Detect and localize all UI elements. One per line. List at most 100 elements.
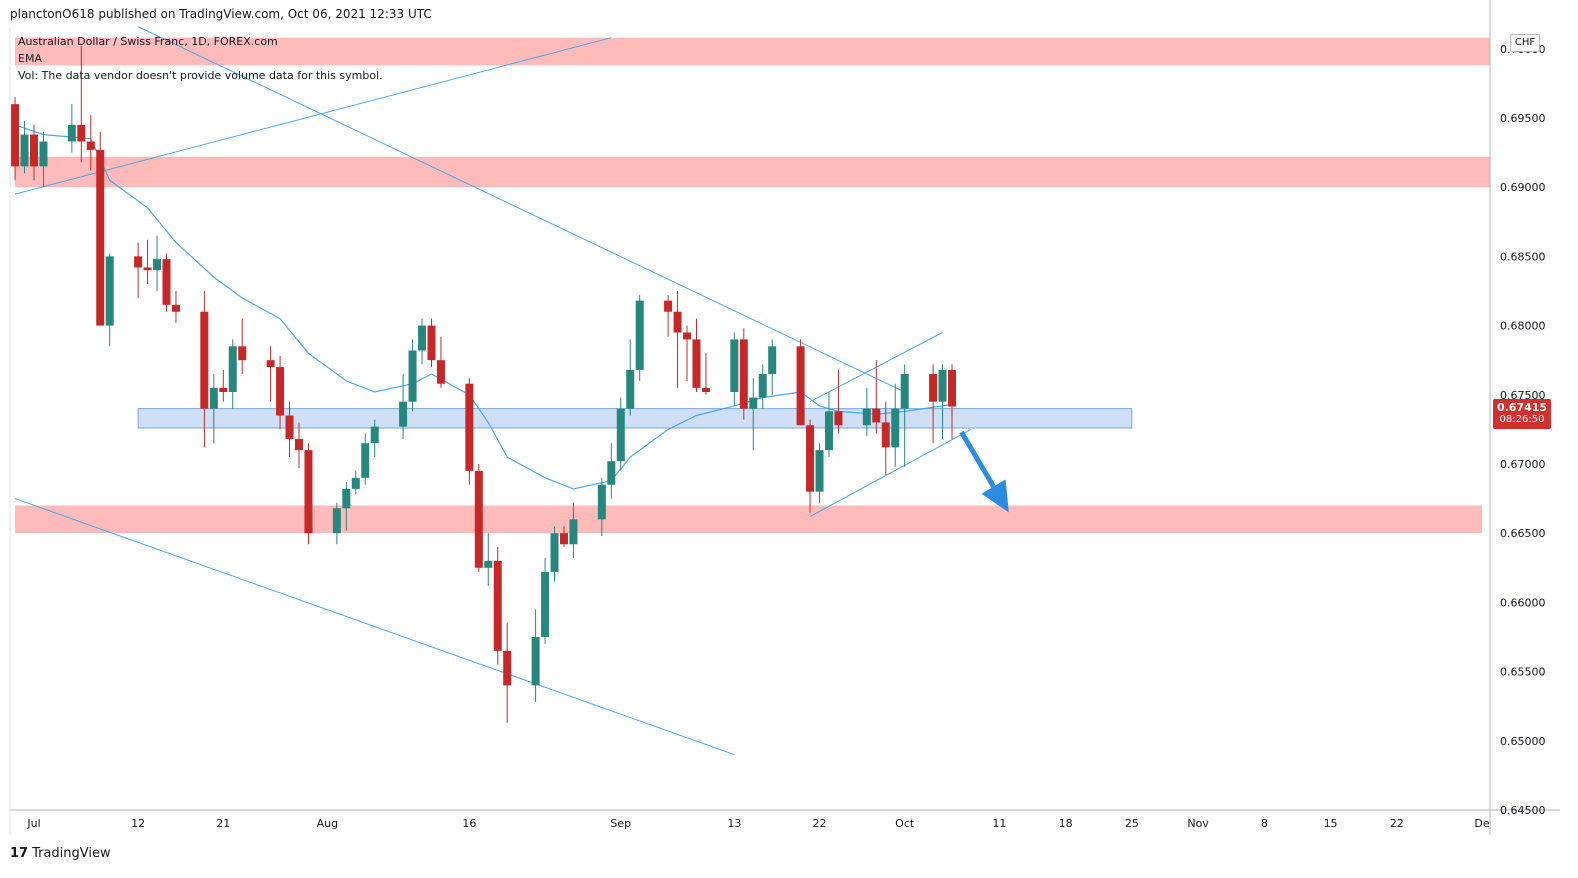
trendline-1[interactable] — [137, 26, 905, 393]
candle-body — [806, 425, 815, 492]
candle-body — [238, 346, 247, 361]
arrow-layer[interactable] — [959, 430, 1009, 513]
candle-body — [361, 443, 370, 478]
candle-body — [635, 300, 644, 370]
price-axis[interactable]: 0.64500 0.65000 0.65500 0.66000 0.66500 0.670… — [1500, 43, 1546, 817]
time-tick-label: 18 — [1059, 817, 1073, 830]
price-tick-label: 0.66500 — [1500, 527, 1546, 540]
candle-body — [891, 408, 900, 448]
candle-body — [219, 387, 228, 393]
candle-body — [569, 519, 578, 545]
candle-body — [285, 415, 294, 440]
candle-body — [304, 450, 313, 534]
candle-body — [105, 256, 114, 326]
time-axis[interactable]: Jul 12 21 Aug 16 Sep 13 22 Oct 11 18 25 Nov 8 15 22 De — [26, 817, 1489, 830]
candle-body — [673, 311, 682, 333]
candle-body — [938, 369, 947, 402]
tradingview-logo[interactable]: 17 TradingView — [10, 846, 111, 861]
time-tick-label: Jul — [26, 817, 40, 830]
price-tick-label: 0.65000 — [1500, 735, 1546, 748]
trendline-0[interactable] — [14, 37, 612, 195]
candle-body — [796, 346, 805, 426]
candle-body — [86, 141, 95, 150]
time-tick-label: 12 — [131, 817, 145, 830]
price-tick-label: 0.68000 — [1500, 320, 1546, 333]
candle-body — [664, 300, 673, 312]
legend-vol: Vol: The data vendor doesn't provide vol… — [18, 69, 383, 82]
candle-body — [67, 124, 76, 142]
time-tick-label: De — [1474, 817, 1489, 830]
candle-body — [11, 104, 20, 167]
candle-body — [143, 267, 152, 271]
candle-body — [493, 560, 502, 651]
candle-body — [607, 461, 616, 485]
trendline-3[interactable] — [809, 428, 972, 518]
resistance-zone-0 — [15, 37, 1490, 66]
candle-body — [758, 374, 767, 398]
candle-body — [929, 374, 938, 402]
candle-body — [948, 369, 957, 407]
candle-body — [550, 533, 559, 572]
candle-body — [872, 408, 881, 423]
candle-body — [436, 360, 445, 384]
currency-label[interactable]: CHF — [1510, 34, 1540, 52]
candle-body — [768, 346, 777, 375]
candle-body — [531, 636, 540, 686]
candle-body — [209, 387, 218, 409]
candle-body — [465, 383, 474, 471]
time-tick-label: Oct — [895, 817, 915, 830]
legend-symbol[interactable]: Australian Dollar / Swiss Franc, 1D, FOR… — [18, 35, 278, 48]
candle-body — [370, 426, 379, 444]
candle-body — [96, 149, 105, 326]
tradingview-logo-icon: 17 — [10, 846, 29, 861]
candle-body — [20, 134, 29, 167]
time-tick-label: 21 — [216, 817, 230, 830]
time-tick-label: 22 — [813, 817, 827, 830]
candle-body — [834, 411, 843, 426]
candle-body — [294, 439, 303, 451]
candle-body — [683, 332, 692, 340]
candle-body — [134, 256, 143, 268]
forecast-arrow-head[interactable] — [981, 479, 1009, 513]
candle-body — [559, 533, 568, 545]
price-tick-label: 0.69000 — [1500, 181, 1546, 194]
candle-body — [399, 401, 408, 427]
time-tick-label: Sep — [610, 817, 631, 830]
price-tick-label: 0.68500 — [1500, 250, 1546, 263]
candle-body — [626, 369, 635, 409]
candle-body — [171, 304, 180, 312]
candle-body — [418, 325, 427, 351]
time-tick-label: Aug — [317, 817, 338, 830]
candle-body — [342, 488, 351, 509]
candle-body — [484, 560, 493, 568]
candle-body — [862, 408, 871, 426]
time-tick-label: 15 — [1324, 817, 1338, 830]
candle-body — [408, 350, 417, 402]
chart-border — [9, 0, 1560, 835]
candle-body — [815, 450, 824, 492]
price-tick-label: 0.64500 — [1500, 804, 1546, 817]
time-tick-label: 8 — [1261, 817, 1268, 830]
price-tick-label: 0.67000 — [1500, 458, 1546, 471]
forecast-arrow-shaft[interactable] — [959, 430, 996, 488]
candle-body — [692, 339, 701, 388]
time-tick-label: 13 — [727, 817, 741, 830]
zones-layer — [15, 37, 1490, 534]
candle-body — [30, 134, 38, 167]
time-tick-label: Nov — [1187, 817, 1209, 830]
brand-name: TradingView — [32, 846, 111, 861]
trendlines-layer[interactable] — [14, 26, 972, 756]
candle-body — [474, 470, 483, 568]
time-tick-label: 11 — [992, 817, 1006, 830]
candle-body — [351, 477, 360, 489]
legend-ema[interactable]: EMA — [18, 52, 42, 65]
price-tick-label: 0.66000 — [1500, 596, 1546, 609]
candle-body — [749, 397, 758, 409]
candle-body — [276, 367, 285, 416]
candle-body — [39, 141, 48, 167]
candle-body — [900, 374, 909, 409]
trendline-2[interactable] — [14, 498, 735, 756]
candle-body — [77, 124, 86, 142]
candle-body — [824, 411, 833, 451]
